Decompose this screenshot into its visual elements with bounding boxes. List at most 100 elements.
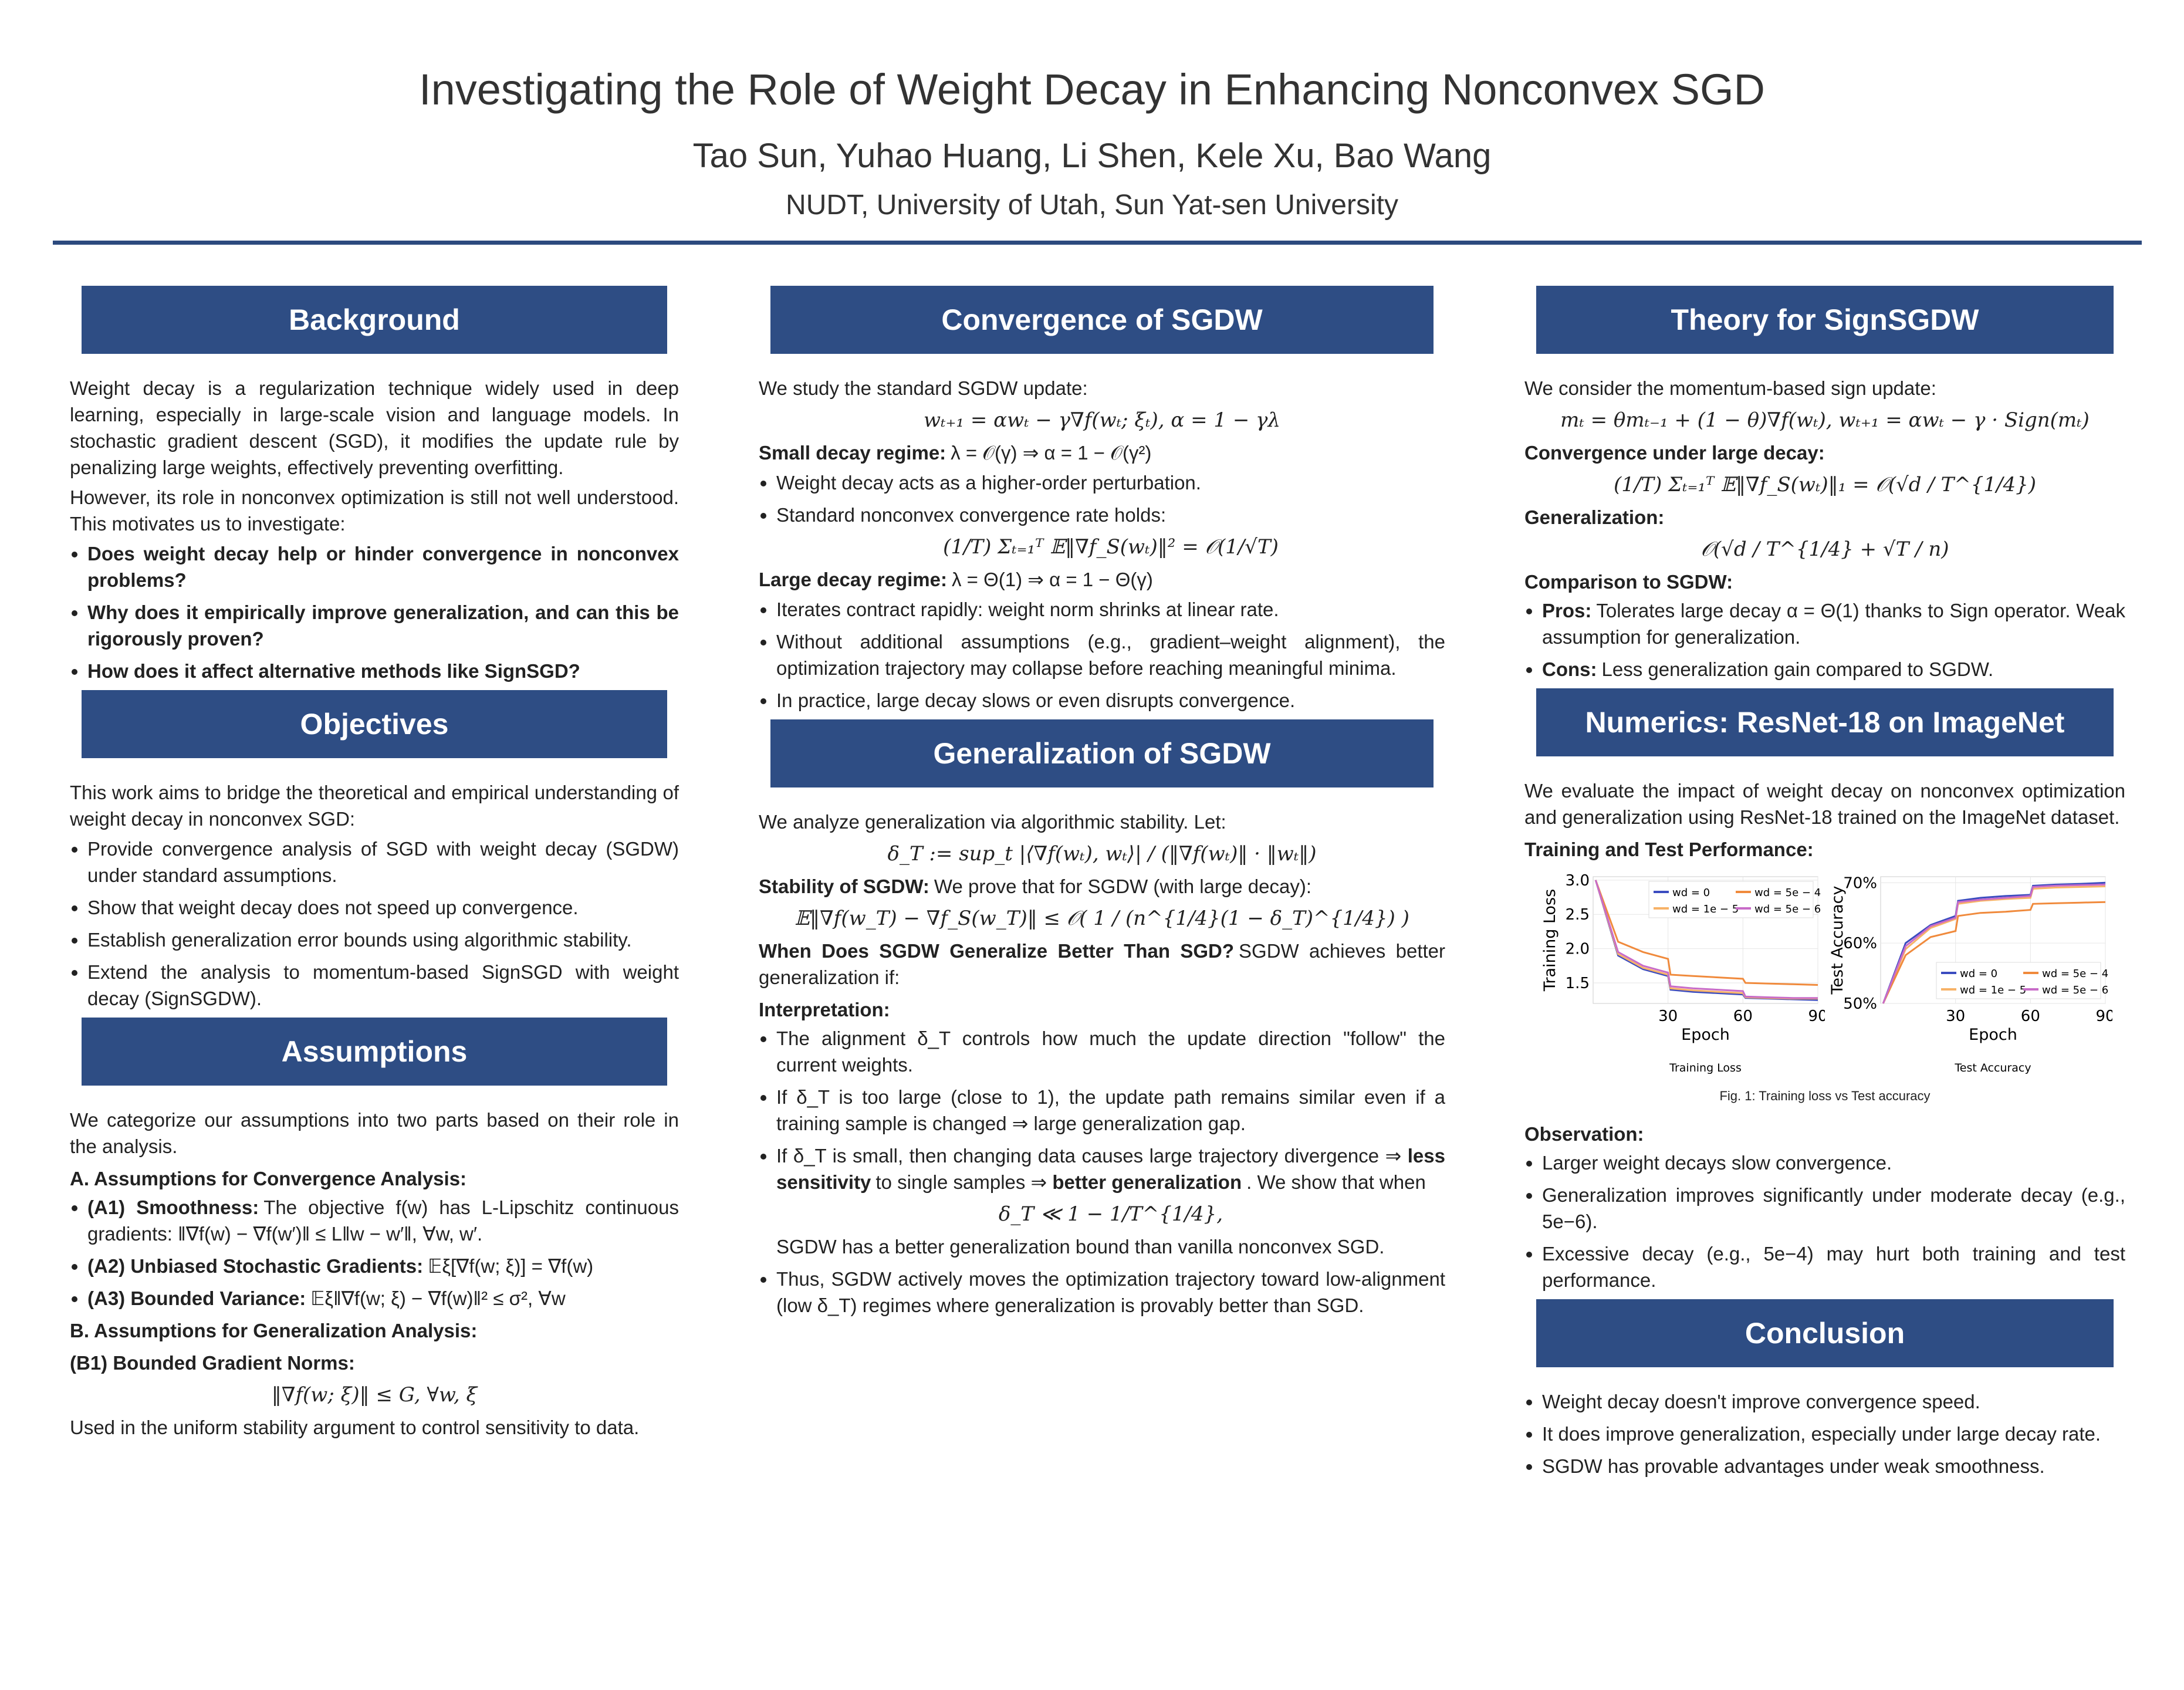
text: 𝔼ξ‖∇f(w; ξ) − ∇f(w)‖² ≤ σ², ∀w xyxy=(310,1287,566,1309)
bullet-item: Without additional assumptions (e.g., gr… xyxy=(776,628,1445,681)
bullet-item: If δ_T is too large (close to 1), the up… xyxy=(776,1084,1445,1137)
subheading: B. Assumptions for Generalization Analys… xyxy=(70,1320,478,1341)
x-tick-label: 30 xyxy=(1946,1008,1965,1025)
section: Conclusion Weight decay doesn't improve c… xyxy=(1524,1299,2125,1479)
paragraph: Weight decay is a regularization techniq… xyxy=(70,377,679,478)
section: Assumptions We categorize our assumptions… xyxy=(70,1018,679,1441)
equation: δ_T := sup_t |⟨∇f(wₜ), wₜ⟩| / (‖∇f(wₜ)‖ … xyxy=(887,842,1317,866)
bullet-item: Why does it empirically improve generali… xyxy=(87,599,679,652)
section-header: Assumptions xyxy=(82,1018,667,1086)
subheading: Observation: xyxy=(1524,1123,1644,1145)
column: Background Weight decay is a regularizati… xyxy=(70,286,679,1446)
paragraph: Stability of SGDW: We prove that for SGDW… xyxy=(759,873,1445,900)
y-tick-label: 2.0 xyxy=(1566,941,1590,958)
y-axis-label: Test Accuracy xyxy=(1828,885,1847,995)
bold-text: Cons: xyxy=(1542,658,1597,680)
legend-label: wd = 5e − 6 xyxy=(1754,903,1821,915)
bullet-item: Weight decay doesn't improve convergence… xyxy=(1542,1388,2125,1415)
data-line xyxy=(1882,881,2106,1004)
y-tick-label: 50% xyxy=(1843,995,1877,1013)
text: . We show that when xyxy=(1246,1171,1426,1193)
legend-label: wd = 0 xyxy=(1960,968,1997,980)
paragraph: When Does SGDW Generalize Better Than SG… xyxy=(759,938,1445,991)
column: Convergence of SGDW We study the standard… xyxy=(759,286,1445,1324)
bold-text: (A1) Smoothness: xyxy=(87,1196,259,1218)
bullet-list: Iterates contract rapidly: weight norm s… xyxy=(759,596,1445,714)
equation: mₜ = θmₜ₋₁ + (1 − θ)∇f(wₜ), wₜ₊₁ = αwₜ −… xyxy=(1560,408,2090,432)
text: We prove that for SGDW (with large decay… xyxy=(934,876,1312,897)
paragraph: Small decay regime: λ = 𝒪(γ) ⇒ α = 1 − 𝒪(… xyxy=(759,440,1445,466)
subheading: Generalization: xyxy=(1524,506,1665,528)
legend-label: wd = 1e − 5 xyxy=(1672,903,1739,915)
y-tick-label: 70% xyxy=(1843,874,1877,892)
equation: (1/T) Σₜ₌₁ᵀ 𝔼‖∇f_S(wₜ)‖² = 𝒪(1/√T) xyxy=(943,535,1279,559)
section-header: Generalization of SGDW xyxy=(770,719,1434,787)
equation: wₜ₊₁ = αwₜ − γ∇f(wₜ; ξₜ), α = 1 − γλ xyxy=(923,408,1281,432)
bullet-item: In practice, large decay slows or even d… xyxy=(776,687,1445,714)
bullet-item: Extend the analysis to momentum-based Si… xyxy=(87,959,679,1012)
text: If δ_T is small, then changing data caus… xyxy=(776,1145,1402,1167)
section: Numerics: ResNet-18 on ImageNet We evalua… xyxy=(1524,688,2125,1293)
equation: (1/T) Σₜ₌₁ᵀ 𝔼‖∇f_S(wₜ)‖₁ = 𝒪(√d / T^{1/4… xyxy=(1613,473,2037,496)
bullet-item: Excessive decay (e.g., 5e−4) may hurt bo… xyxy=(1542,1241,2125,1293)
bullet-list: Larger weight decays slow convergence. Ge… xyxy=(1524,1150,2125,1293)
text: Standard nonconvex convergence rate hold… xyxy=(776,504,1167,526)
section: Convergence of SGDW We study the standard… xyxy=(759,286,1445,714)
bullet-item: SGDW has provable advantages under weak … xyxy=(1542,1453,2125,1479)
bullet-item: (A2) Unbiased Stochastic Gradients:𝔼ξ[∇f… xyxy=(87,1253,679,1279)
subheading: Convergence under large decay: xyxy=(1524,442,1825,464)
subheading: Comparison to SGDW: xyxy=(1524,571,1733,593)
bold-text: (A3) Bounded Variance: xyxy=(87,1287,306,1309)
data-line xyxy=(1882,885,2106,1004)
text: λ = 𝒪(γ) ⇒ α = 1 − 𝒪(γ²) xyxy=(951,442,1152,464)
x-tick-label: 90 xyxy=(2095,1008,2112,1025)
bold-text: Does weight decay help or hinder converg… xyxy=(87,543,679,591)
x-tick-label: 60 xyxy=(2021,1008,2040,1025)
data-line xyxy=(1594,880,1818,986)
text: 𝔼ξ[∇f(w; ξ)] = ∇f(w) xyxy=(428,1255,594,1277)
bold-text: How does it affect alternative methods l… xyxy=(87,660,580,682)
y-tick-label: 60% xyxy=(1843,935,1877,952)
section-header: Numerics: ResNet-18 on ImageNet xyxy=(1536,688,2114,756)
header-rule xyxy=(53,241,2142,245)
legend-box xyxy=(1648,881,1814,918)
section-header: Conclusion xyxy=(1536,1299,2114,1367)
paragraph: Used in the uniform stability argument t… xyxy=(70,1417,640,1438)
bullet-list: Does weight decay help or hinder converg… xyxy=(70,540,679,684)
equation: 𝒪(√d / T^{1/4} + √T / n) xyxy=(1700,538,1949,561)
bullet-item: Thus, SGDW actively moves the optimizati… xyxy=(776,1266,1445,1319)
bullet-item: Does weight decay help or hinder converg… xyxy=(87,540,679,593)
paragraph: We analyze generalization via algorithmi… xyxy=(759,811,1226,833)
bullet-item: Show that weight decay does not speed up… xyxy=(87,894,679,921)
bullet-item: If δ_T is small, then changing data caus… xyxy=(776,1143,1445,1260)
paragraph: However, its role in nonconvex optimizat… xyxy=(70,486,679,535)
section: Background Weight decay is a regularizati… xyxy=(70,286,679,684)
chart: 50% 60% 70% 30 60 90 Epoch Test Accuracy wd = 0 w… xyxy=(1828,874,2112,1074)
bullet-list: The alignment δ_T controls how much the … xyxy=(759,1025,1445,1319)
section-header: Convergence of SGDW xyxy=(770,286,1434,354)
affiliation: NUDT, University of Utah, Sun Yat-sen Un… xyxy=(786,190,1398,221)
bullet-item: It does improve generalization, especial… xyxy=(1542,1421,2125,1447)
bullet-item: (A3) Bounded Variance:𝔼ξ‖∇f(w; ξ) − ∇f(w… xyxy=(87,1285,679,1312)
equation: ‖∇f(w; ξ)‖ ≤ G, ∀w, ξ xyxy=(271,1383,478,1407)
legend-label: wd = 5e − 6 xyxy=(2042,984,2108,996)
bullet-item: Establish generalization error bounds us… xyxy=(87,927,679,953)
bullet-item: Iterates contract rapidly: weight norm s… xyxy=(776,596,1445,623)
bold-text: Why does it empirically improve generali… xyxy=(87,601,679,650)
data-line xyxy=(1882,901,2106,1004)
bullet-item: Cons:Less generalization gain compared t… xyxy=(1542,656,2125,682)
equation: 𝔼‖∇f(w_T) − ∇f_S(w_T)‖ ≤ 𝒪( 1 / (n^{1/4}… xyxy=(795,907,1409,930)
bold-text: Pros: xyxy=(1542,600,1592,621)
bullet-list: Pros:Tolerates large decay α = Θ(1) than… xyxy=(1524,597,2125,682)
subheading: Training and Test Performance: xyxy=(1524,839,1814,860)
text: SGDW has a better generalization bound t… xyxy=(776,1236,1385,1258)
bullet-item: Standard nonconvex convergence rate hold… xyxy=(776,502,1445,560)
bold-text: Small decay regime: xyxy=(759,442,946,464)
bullet-item: The alignment δ_T controls how much the … xyxy=(776,1025,1445,1078)
data-line xyxy=(1594,880,1818,999)
y-tick-label: 3.0 xyxy=(1566,872,1590,890)
text: Tolerates large decay α = Θ(1) thanks to… xyxy=(1542,600,2125,648)
x-axis-label: Epoch xyxy=(1969,1026,2017,1044)
x-tick-label: 90 xyxy=(1808,1008,1825,1025)
chart: 1.5 2.0 2.5 3.0 30 60 90 Epoch Training Loss wd =… xyxy=(1541,872,1825,1074)
